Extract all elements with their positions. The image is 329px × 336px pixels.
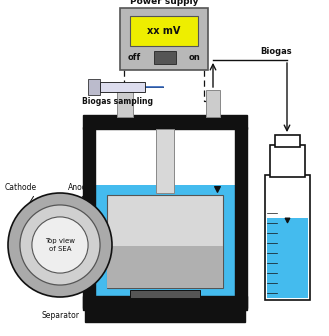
Text: Anode: Anode — [68, 183, 92, 192]
Bar — [85, 308, 245, 322]
Circle shape — [32, 217, 88, 273]
Bar — [88, 79, 100, 95]
Bar — [235, 127, 247, 308]
Text: on: on — [188, 53, 200, 62]
Circle shape — [20, 205, 100, 285]
Bar — [206, 90, 220, 117]
Bar — [83, 296, 247, 310]
Bar — [270, 145, 305, 177]
Bar — [83, 115, 247, 129]
Bar — [107, 195, 223, 288]
Bar — [95, 185, 235, 296]
Text: Cathode: Cathode — [5, 183, 37, 192]
Text: Magnetic bar: Magnetic bar — [137, 303, 194, 312]
Bar — [267, 218, 308, 298]
Text: Power supply: Power supply — [130, 0, 198, 6]
Bar — [130, 290, 200, 298]
Bar — [107, 246, 223, 288]
Bar — [95, 127, 235, 185]
Bar — [265, 175, 310, 300]
Text: Biogas sampling: Biogas sampling — [82, 97, 153, 106]
Text: Top view
of SEA: Top view of SEA — [45, 238, 75, 252]
Circle shape — [8, 193, 112, 297]
Text: off: off — [128, 53, 141, 62]
Text: Separator: Separator — [41, 311, 79, 320]
Text: Biogas: Biogas — [260, 47, 291, 56]
Bar — [100, 82, 145, 92]
Bar — [120, 8, 208, 70]
Bar — [275, 135, 300, 147]
Bar — [156, 129, 174, 193]
Bar — [117, 85, 133, 117]
Text: xx mV: xx mV — [147, 26, 181, 36]
Bar — [154, 51, 176, 64]
Bar — [83, 127, 95, 308]
Bar — [130, 16, 198, 46]
